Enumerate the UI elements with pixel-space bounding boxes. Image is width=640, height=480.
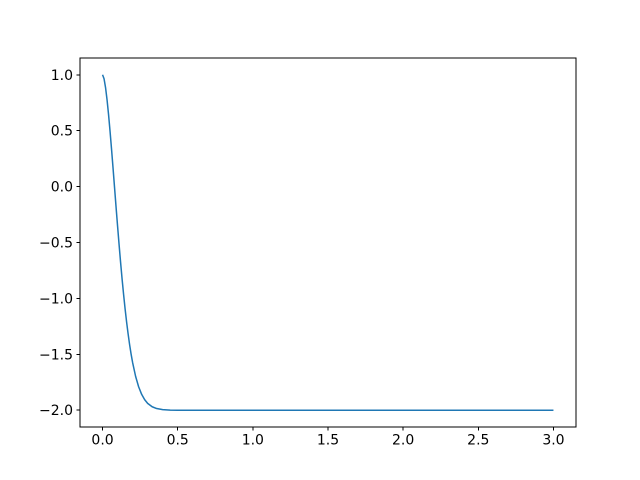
y-tick-label: −0.5 xyxy=(39,236,73,252)
x-tick-label: 1.0 xyxy=(242,433,264,449)
x-tick-label: 3.0 xyxy=(542,433,564,449)
x-tick-label: 0.5 xyxy=(167,433,189,449)
y-tick-label: −1.0 xyxy=(39,291,73,307)
y-tick-label: 0.0 xyxy=(51,180,73,196)
axes-frame xyxy=(79,57,577,428)
x-tick-label: 0.0 xyxy=(91,433,113,449)
x-tick-label: 2.0 xyxy=(392,433,414,449)
y-tick-label: −1.5 xyxy=(39,347,73,363)
x-tick-label: 1.5 xyxy=(317,433,339,449)
series-line xyxy=(101,74,554,411)
y-tick-label: −2.0 xyxy=(39,403,73,419)
x-tick-label: 2.5 xyxy=(467,433,489,449)
y-tick-label: 1.0 xyxy=(51,68,73,84)
y-tick-label: 0.5 xyxy=(51,124,73,140)
